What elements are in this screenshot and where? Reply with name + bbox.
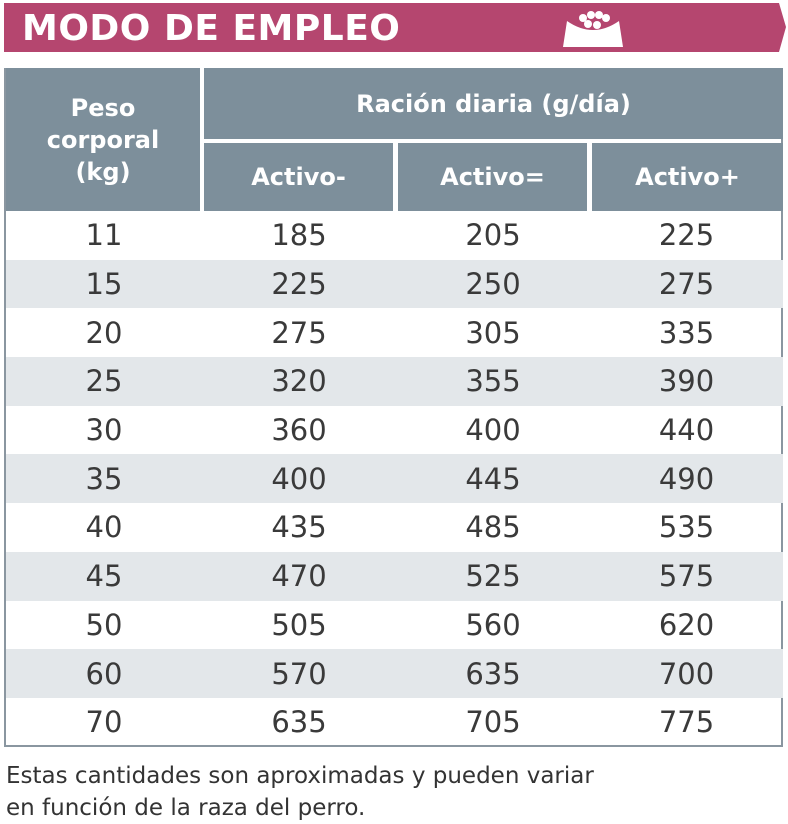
feeding-table: Peso corporal (kg) Ración diaria (g/día)… <box>4 68 783 747</box>
table-row: 60 570 635 700 <box>6 649 783 698</box>
header-activo-minus: Activo- <box>204 143 393 211</box>
table-row: 70 635 705 775 <box>85 705 715 740</box>
footnote: Estas cantidades son aproximadas y puede… <box>6 763 594 821</box>
header-activo-plus: Activo+ <box>592 143 783 211</box>
table-row: 11 185 205 225 <box>85 218 715 253</box>
table-row: 50 505 560 620 <box>85 607 715 642</box>
table-row: 20 275 305 335 <box>85 315 715 350</box>
header-activo-equal: Activo= <box>398 143 587 211</box>
table-row: 40 435 485 535 <box>85 510 715 545</box>
section-banner: MODO DE EMPLEO <box>4 3 786 52</box>
header-daily-ration: Ración diaria (g/día) <box>204 68 783 139</box>
table-row: 25 320 355 390 <box>6 357 783 406</box>
food-bowl-icon <box>563 11 623 47</box>
table-body: 11 185 205 225 15 225 250 275 20 275 305 335 25 32… <box>6 211 783 747</box>
banner-title: MODO DE EMPLEO <box>22 8 401 49</box>
table-row: 30 360 400 440 <box>85 413 715 448</box>
table-row: 15 225 250 275 <box>6 259 783 309</box>
header-body-weight: Peso corporal (kg) <box>6 68 200 211</box>
table-row: 45 470 525 575 <box>6 551 783 601</box>
table-row: 35 400 445 490 <box>6 454 783 504</box>
